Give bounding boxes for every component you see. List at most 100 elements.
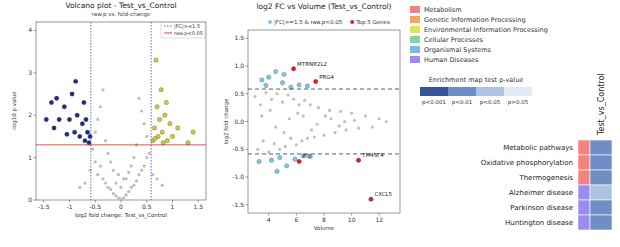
row-label: Thermogenesis [518,174,573,182]
point [122,177,125,180]
point-label: PI3 [303,153,312,159]
chart-title: log2 FC vs Volume (Test_vs_Control) [256,2,391,11]
point [273,142,276,145]
y-tick-label: 0 [28,196,32,203]
y-tick [246,93,249,94]
x-tick-label: -1.5 [38,203,50,210]
x-axis-title: log2 fold change: Test_vs_Control [75,212,167,219]
x-axis-title: Volume [314,225,335,231]
y-axis-title: -log10 p value [11,91,18,131]
group-swatch [410,16,420,23]
point [339,110,342,113]
point [94,160,97,163]
plot-frame [36,22,206,200]
reference-line [36,144,206,145]
y-tick-label: -1.5 [232,201,244,208]
color-scale-label: p<0.001 [422,99,446,106]
point-label: PRG4 [319,74,334,80]
group-label: Metabolism [424,6,462,14]
point [163,113,167,117]
point [282,72,286,76]
point [260,114,263,117]
group-label: Cellular Processes [424,36,483,44]
y-axis-title: log2 fold change [223,98,230,145]
point [57,117,61,121]
point [333,131,336,134]
point [260,78,264,82]
color-scale-title: Enrichment map test p-value [429,76,524,84]
point [278,148,281,151]
point [145,135,148,138]
point [350,112,353,115]
point [161,184,164,187]
chart-title: Volcano plot - Test_vs_Control [65,1,176,10]
point [329,117,332,120]
point [293,157,297,161]
color-scale-box [420,87,448,96]
point [280,80,284,84]
point [96,173,99,176]
point [85,130,89,134]
point [267,75,271,79]
x-tick-label: 10 [348,216,356,223]
group-label: Genetic Information Processing [424,16,526,24]
y-tick-label: 1.0 [234,62,244,69]
point [378,117,381,120]
group-cell [578,200,590,215]
point [80,122,84,126]
x-tick-label: 8 [322,216,326,223]
point [165,138,169,142]
point [83,138,87,142]
point [114,194,117,197]
point [65,132,69,136]
point [99,164,102,167]
y-tick [34,115,37,116]
point [356,158,360,162]
group-swatch [410,36,420,43]
x-tick-label: 1.5 [193,203,203,210]
y-tick [34,157,37,158]
point [107,186,110,189]
point [291,67,295,71]
group-swatch [410,6,420,13]
chart-subtitle: raw.p vs. fold-change [92,11,151,18]
point [300,139,303,142]
point [264,83,268,87]
point [137,97,140,100]
point [369,197,373,201]
point [186,141,190,145]
group-cell [578,215,590,230]
point-label: TM4SF4 [361,152,384,158]
point [155,177,158,180]
y-tick-label: -0.5 [232,145,244,152]
point [338,124,341,127]
point [267,150,270,153]
point [284,145,287,148]
color-scale-box [448,87,476,96]
point [125,193,128,196]
point [62,105,66,109]
point [151,173,154,176]
point [288,117,291,120]
x-tick-label: -1 [66,203,72,210]
group-label: Human Diseases [424,56,479,64]
point [164,100,168,104]
point [284,164,288,168]
color-scale-label: p<0.01 [452,99,472,106]
heat-cell [590,215,612,230]
point [140,169,143,172]
point [137,173,140,176]
point [117,173,120,176]
point [296,112,299,115]
y-tick-label: 1.5 [234,34,244,41]
point [72,130,76,134]
y-tick-label: 3 [28,69,32,76]
color-scale-label: p>0.05 [508,99,529,106]
heat-cell [590,200,612,215]
point [353,119,356,122]
point [297,159,301,163]
color-scale-box [504,87,532,96]
point [127,190,130,193]
legend-swatch [164,33,172,34]
reference-line [248,89,400,90]
